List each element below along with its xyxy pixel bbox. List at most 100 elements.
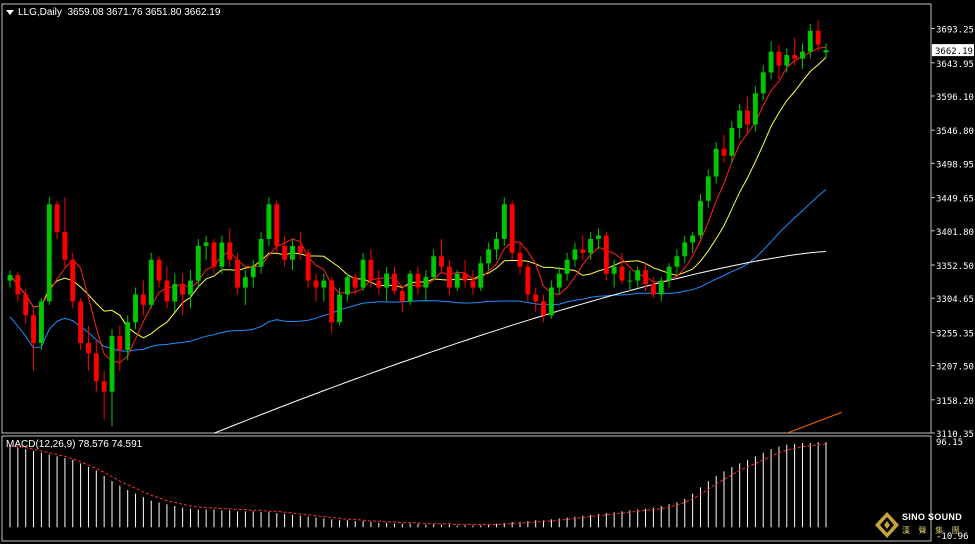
candle-body [62, 232, 68, 260]
candle-body [305, 252, 311, 281]
candle-body [86, 343, 91, 354]
y-tick-label: 3596.10 [936, 93, 974, 103]
candle-body [690, 235, 696, 243]
y-tick-label: 3207.50 [936, 363, 974, 373]
ma-long-line [213, 251, 827, 434]
candle-body [650, 284, 656, 295]
candle-body [368, 259, 374, 281]
candle-body [509, 204, 515, 253]
candle-body [674, 256, 680, 267]
macd-signal-line [9, 443, 827, 526]
candle-body [603, 235, 609, 274]
candle-body [478, 263, 484, 288]
candle-body [713, 148, 719, 177]
candle-body [407, 273, 413, 302]
ohlc-values: 3659.08 3671.76 3651.80 3662.19 [67, 7, 221, 18]
y-tick-label: 3693.25 [936, 26, 974, 36]
candle-body [423, 277, 429, 288]
candle-body [760, 72, 766, 94]
candle-body [109, 336, 115, 392]
candle-body [344, 277, 350, 295]
candle-body [698, 200, 703, 236]
candle-body [290, 245, 295, 260]
candle-body [737, 110, 743, 128]
y-tick-label: 3401.80 [936, 228, 974, 238]
candle-body [643, 270, 648, 285]
candle-body [282, 245, 288, 260]
y-tick-label: 3158.20 [936, 397, 974, 407]
current-price-tag [932, 44, 974, 57]
candle-body [588, 238, 594, 253]
candle-body [227, 242, 233, 260]
y-tick-label: 3643.95 [936, 60, 974, 70]
candle-body [15, 275, 21, 295]
ma-slow-line [9, 189, 827, 352]
candle-body [705, 176, 711, 201]
macd-panel-frame [1, 435, 932, 542]
candle-body [486, 249, 492, 264]
candle-body [38, 301, 44, 344]
candle-body [360, 259, 366, 288]
candle-body [541, 301, 546, 316]
symbol-label: LLG,Daily [18, 7, 62, 18]
candle-body [23, 294, 29, 316]
candle-body [313, 280, 319, 288]
candle-body [148, 259, 154, 305]
candle-body [242, 277, 248, 288]
candle-body [564, 259, 570, 274]
candle-body [258, 238, 264, 267]
candle-body [203, 242, 209, 246]
candle-body [470, 280, 476, 288]
candle-body [815, 30, 821, 45]
candle-body [823, 50, 829, 53]
candle-body [446, 266, 452, 288]
candle-body [635, 270, 641, 281]
candle-body [572, 249, 578, 260]
candle-body [352, 277, 358, 288]
candle-body [729, 127, 735, 156]
candle-body [721, 148, 727, 156]
candle-body [596, 235, 601, 239]
candle-body [548, 287, 554, 316]
candle-body [101, 381, 107, 392]
candle-body [188, 280, 193, 295]
candle-body [525, 266, 531, 295]
candle-body [195, 245, 201, 281]
candle-body [658, 280, 664, 295]
y-tick-label: 3255.35 [936, 329, 974, 339]
candle-body [533, 294, 539, 302]
candle-body [556, 273, 562, 288]
ma-200-line [786, 411, 842, 434]
candle-body [580, 249, 586, 253]
ma-mid-line [9, 57, 827, 339]
candle-body [745, 110, 750, 125]
candle-body [274, 204, 280, 246]
candle-body [156, 259, 162, 281]
candle-body [31, 315, 36, 344]
candle-body [70, 259, 76, 302]
candle-body [439, 256, 444, 267]
candle-body [172, 284, 178, 302]
candle-body [133, 294, 138, 323]
candle-body [46, 204, 52, 302]
candle-body [494, 238, 499, 250]
candle-body [619, 266, 625, 281]
y-tick-label: 3449.65 [936, 195, 974, 205]
candle-body [627, 280, 633, 282]
candle-body [180, 284, 186, 295]
dropdown-arrow-icon[interactable] [6, 9, 14, 15]
candle-body [666, 266, 672, 281]
candle-body [517, 252, 523, 267]
candle-body [266, 204, 272, 239]
chart-header: LLG,Daily 3659.08 3671.76 3651.80 3662.1… [6, 7, 220, 18]
candle-body [329, 280, 335, 323]
candle-body [140, 294, 146, 305]
logo-diamond-icon [875, 512, 899, 538]
candle-body [752, 93, 758, 125]
macd-top-label: 96.15 [936, 438, 963, 448]
ma-fast-line [9, 46, 827, 364]
candle-body [337, 294, 342, 323]
candle-body [454, 273, 460, 288]
candle-body [125, 322, 131, 350]
